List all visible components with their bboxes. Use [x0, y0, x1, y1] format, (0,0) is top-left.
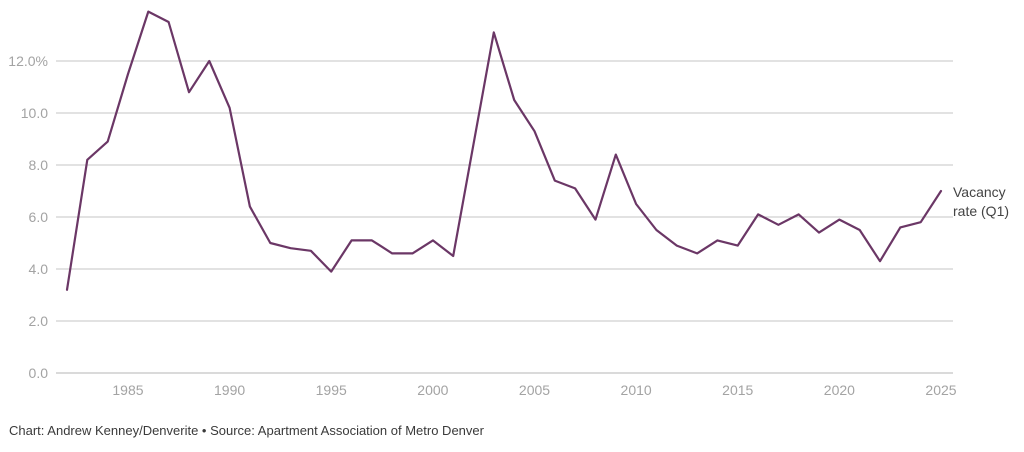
x-tick-label: 1985 — [112, 382, 143, 398]
data-point — [125, 71, 131, 77]
data-point — [755, 211, 761, 217]
data-point — [613, 152, 619, 158]
x-tick-label: 2025 — [925, 382, 956, 398]
data-point — [897, 224, 903, 230]
x-tick-label: 2015 — [722, 382, 753, 398]
data-point — [857, 227, 863, 233]
data-point — [410, 250, 416, 256]
series-line — [65, 10, 943, 291]
series-label-line: rate (Q1) — [953, 203, 1009, 219]
data-point — [471, 141, 477, 147]
y-axis-ticks: 0.0 2.0 4.0 6.0 8.0 10.0 12.0% — [8, 53, 48, 381]
y-tick-label: 0.0 — [29, 365, 49, 381]
series-label: Vacancy rate (Q1) — [953, 184, 1009, 219]
x-tick-label: 1990 — [214, 382, 245, 398]
y-tick-label: 10.0 — [21, 105, 48, 121]
x-tick-label: 2020 — [824, 382, 855, 398]
chart-credit: Chart: Andrew Kenney/Denverite • Source:… — [9, 423, 484, 438]
x-tick-label: 2000 — [417, 382, 448, 398]
data-point — [674, 243, 680, 249]
series-label-line: Vacancy — [953, 184, 1006, 200]
data-point — [145, 9, 151, 15]
data-point — [227, 105, 233, 111]
x-tick-label: 1995 — [316, 382, 347, 398]
data-point — [918, 219, 924, 225]
data-point — [796, 211, 802, 217]
data-point — [735, 243, 741, 249]
data-point — [288, 245, 294, 251]
data-point — [267, 240, 273, 246]
data-point — [105, 139, 111, 145]
data-point — [247, 204, 253, 210]
data-point — [572, 185, 578, 191]
data-point — [166, 19, 172, 25]
gridlines — [56, 60, 953, 374]
data-point — [592, 217, 598, 223]
y-tick-label: 8.0 — [29, 157, 49, 173]
x-tick-label: 2005 — [519, 382, 550, 398]
data-point — [491, 29, 497, 35]
data-point — [186, 89, 192, 95]
y-tick-label: 6.0 — [29, 209, 49, 225]
data-point — [389, 250, 395, 256]
data-point — [450, 253, 456, 259]
x-tick-label: 2010 — [621, 382, 652, 398]
data-point — [938, 188, 944, 194]
data-point — [653, 227, 659, 233]
data-point — [64, 287, 70, 293]
y-tick-label: 4.0 — [29, 261, 49, 277]
data-point — [369, 237, 375, 243]
data-point — [511, 97, 517, 103]
data-point — [349, 237, 355, 243]
series-vacancy-rate — [64, 9, 944, 293]
data-point — [816, 230, 822, 236]
data-point — [633, 201, 639, 207]
data-point — [552, 178, 558, 184]
data-point — [308, 248, 314, 254]
data-point — [206, 58, 212, 64]
data-point — [877, 258, 883, 264]
data-point — [775, 222, 781, 228]
data-point — [430, 237, 436, 243]
y-tick-label: 12.0% — [8, 53, 48, 69]
data-point — [836, 217, 842, 223]
data-point — [328, 269, 334, 275]
y-tick-label: 2.0 — [29, 313, 49, 329]
data-point — [714, 237, 720, 243]
data-point — [531, 128, 537, 134]
x-axis-ticks: 1985 1990 1995 2000 2005 2010 2015 2020 2025 — [112, 382, 956, 398]
data-point — [694, 250, 700, 256]
data-point — [84, 157, 90, 163]
